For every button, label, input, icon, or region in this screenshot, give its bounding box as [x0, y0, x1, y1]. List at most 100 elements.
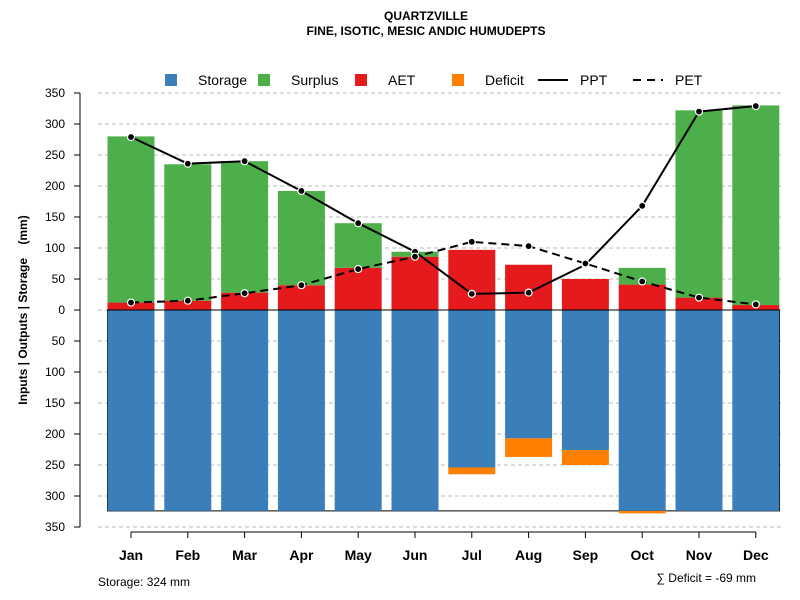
y-tick-label: 50	[52, 334, 66, 348]
x-tick-label: Jul	[462, 547, 482, 563]
surplus-bar	[221, 161, 269, 293]
storage-bar	[505, 310, 553, 439]
y-tick-label: 300	[45, 489, 65, 503]
x-tick-label: Aug	[515, 547, 542, 563]
y-tick-label: 350	[45, 520, 65, 534]
aet-bar	[448, 249, 496, 310]
surplus-bar	[277, 190, 325, 286]
aet-bar	[675, 297, 723, 310]
storage-bar	[334, 310, 382, 511]
y-tick-label: 100	[45, 241, 65, 255]
ppt-point	[354, 219, 363, 228]
pet-point	[410, 252, 420, 261]
aet-bar	[618, 284, 666, 310]
ppt-point	[297, 186, 306, 196]
pet-point	[467, 237, 476, 246]
storage-bar	[732, 310, 780, 511]
legend-label: Surplus	[291, 72, 338, 88]
pet-point	[183, 296, 192, 305]
pet-point	[126, 298, 136, 307]
pet-point	[354, 264, 363, 274]
chart-subtitle: FINE, ISOTIC, MESIC ANDIC HUMUDEPTS	[307, 24, 546, 38]
ppt-line	[130, 105, 756, 295]
storage-bar	[277, 310, 325, 511]
deficit-bar	[618, 510, 666, 514]
y-tick-label: 150	[45, 396, 65, 410]
surplus-bar	[732, 105, 780, 306]
legend-label: Deficit	[485, 72, 524, 88]
footer-deficit-sum: ∑ Deficit = -69 mm	[656, 571, 756, 585]
storage-bar	[221, 310, 269, 511]
y-axis-label: Inputs | Outputs | Storage (mm)	[16, 215, 30, 404]
x-tick-label: Nov	[686, 547, 713, 563]
ppt-point	[751, 101, 760, 111]
aet-bar	[277, 285, 325, 310]
storage-bar	[391, 310, 439, 511]
series-lines	[126, 101, 760, 309]
x-tick-label: Feb	[175, 547, 200, 563]
x-tick-label: Sep	[573, 547, 599, 563]
x-tick-label: Mar	[232, 547, 257, 563]
legend-swatch	[355, 74, 367, 86]
aet-bar	[505, 264, 553, 310]
storage-bar	[675, 310, 723, 511]
legend-entry-ppt: PPT	[538, 72, 608, 88]
legend-entry-aet: AET	[355, 72, 416, 88]
x-tick-label: Jun	[403, 547, 428, 563]
legend: Storage Surplus AET Deficit PPT PET	[165, 72, 703, 88]
legend-entry-deficit: Deficit	[452, 72, 524, 88]
x-tick-label: Jan	[119, 547, 143, 563]
chart-title: QUARTZVILLE	[384, 9, 468, 23]
pet-point	[751, 300, 760, 309]
pet-line	[130, 240, 756, 306]
pet-point	[524, 242, 533, 251]
ppt-point	[126, 132, 136, 142]
y-tick-label: 150	[45, 210, 65, 224]
aet-bar	[334, 267, 382, 310]
x-tick-label: Oct	[631, 547, 655, 563]
legend-entry-surplus: Surplus	[258, 72, 338, 88]
aet-bar	[561, 279, 609, 310]
legend-label: PET	[675, 72, 703, 88]
y-tick-label: 200	[45, 179, 65, 193]
surplus-bar	[334, 223, 382, 268]
y-tick-label: 50	[52, 272, 66, 286]
pet-point	[694, 293, 704, 302]
y-tick-label: 300	[45, 117, 65, 131]
storage-bar	[107, 310, 155, 511]
ppt-point	[467, 289, 476, 298]
y-tick-label: 200	[45, 427, 65, 441]
legend-label: Storage	[198, 72, 247, 88]
deficit-bar	[448, 467, 496, 475]
legend-swatch	[258, 74, 270, 86]
legend-swatch	[165, 74, 177, 86]
y-tick-label: 250	[45, 458, 65, 472]
footer-storage-note: Storage: 324 mm	[98, 575, 190, 589]
surplus-bar	[618, 267, 666, 285]
aet-bar	[164, 300, 212, 310]
surplus-bar	[675, 110, 723, 298]
y-tick-label: 100	[45, 365, 65, 379]
ppt-point	[694, 107, 704, 116]
storage-bar	[448, 310, 496, 468]
pet-point	[297, 281, 306, 290]
pet-point	[638, 277, 647, 286]
x-tick-label: Apr	[289, 547, 314, 563]
x-tick-label: Dec	[743, 547, 769, 563]
surplus-bar	[107, 136, 155, 303]
storage-bar	[618, 310, 666, 511]
legend-label: AET	[388, 72, 416, 88]
ppt-point	[524, 288, 533, 297]
ppt-point	[638, 201, 647, 210]
pet-point	[240, 289, 249, 298]
y-tick-label: 0	[58, 303, 65, 317]
y-tick-label: 350	[45, 86, 65, 100]
ppt-point	[240, 157, 249, 166]
y-tick-label: 250	[45, 148, 65, 162]
ppt-point	[183, 159, 192, 168]
legend-label: PPT	[580, 72, 608, 88]
legend-entry-storage: Storage	[165, 72, 247, 88]
storage-bar	[561, 310, 609, 451]
surplus-bar	[164, 164, 212, 301]
